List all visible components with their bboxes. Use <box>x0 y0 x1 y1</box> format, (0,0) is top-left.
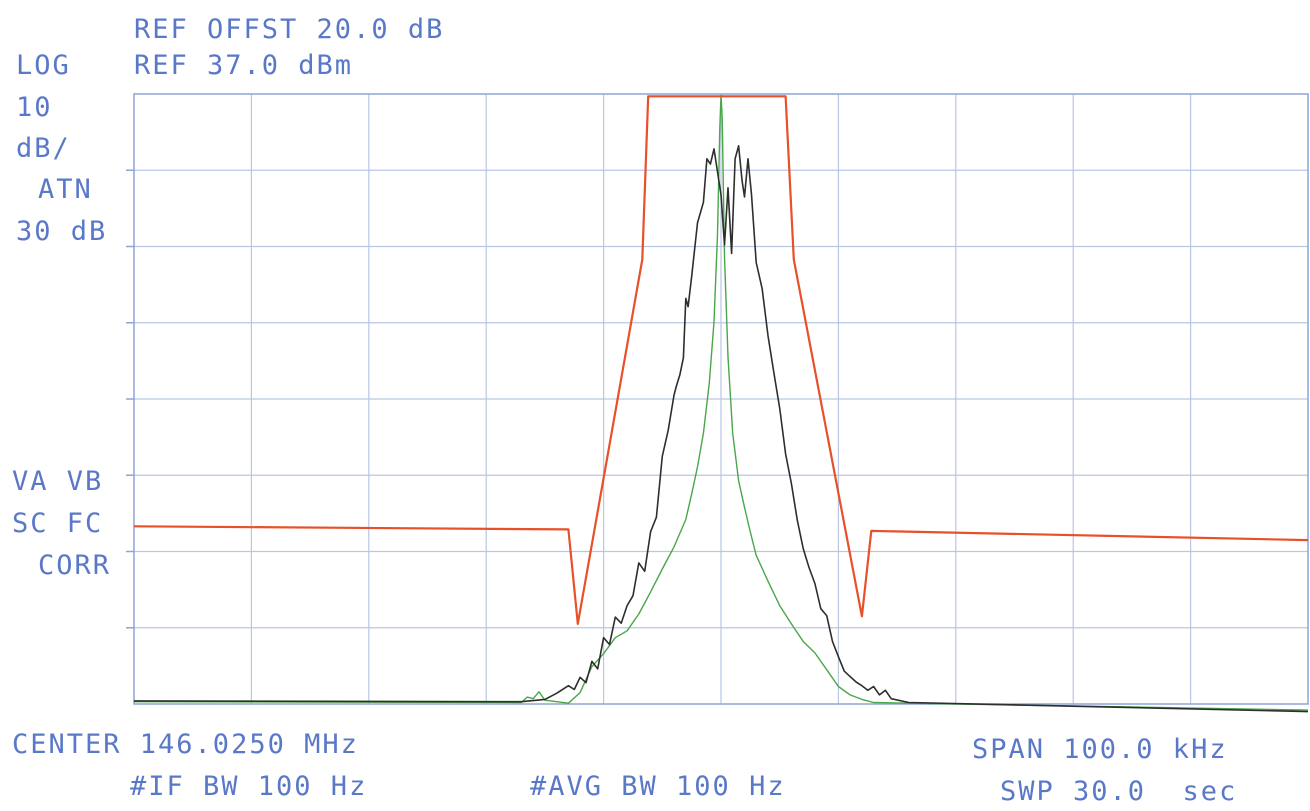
ref-offset-label: REF OFFST 20.0 dB <box>134 14 445 45</box>
sweep-time-label: SWP 30.0 sec <box>1000 776 1238 807</box>
atten-value-label: 30 dB <box>16 216 108 247</box>
avg-bandwidth-label: #AVG BW 100 Hz <box>530 771 786 802</box>
reference-trace <box>133 94 1309 711</box>
if-bandwidth-label: #IF BW 100 Hz <box>130 771 368 802</box>
scale-unit-label: dB/ <box>16 133 71 164</box>
flags-va-vb-label: VA VB <box>12 466 104 497</box>
flags-sc-fc-label: SC FC <box>12 508 104 539</box>
ref-level-label: REF 37.0 dBm <box>134 50 354 81</box>
scale-value-label: 10 <box>16 92 53 123</box>
grid <box>126 93 1309 705</box>
graticule-frame <box>133 93 1309 705</box>
scale-mode-label: LOG <box>16 50 71 81</box>
corr-label: CORR <box>38 550 112 581</box>
span-label: SPAN 100.0 kHz <box>972 734 1228 765</box>
measured-trace <box>133 145 1309 713</box>
center-frequency-label: CENTER 146.0250 MHz <box>12 729 359 760</box>
mask-trace <box>133 95 1309 626</box>
atten-label: ATN <box>38 174 93 205</box>
traces <box>133 94 1309 713</box>
